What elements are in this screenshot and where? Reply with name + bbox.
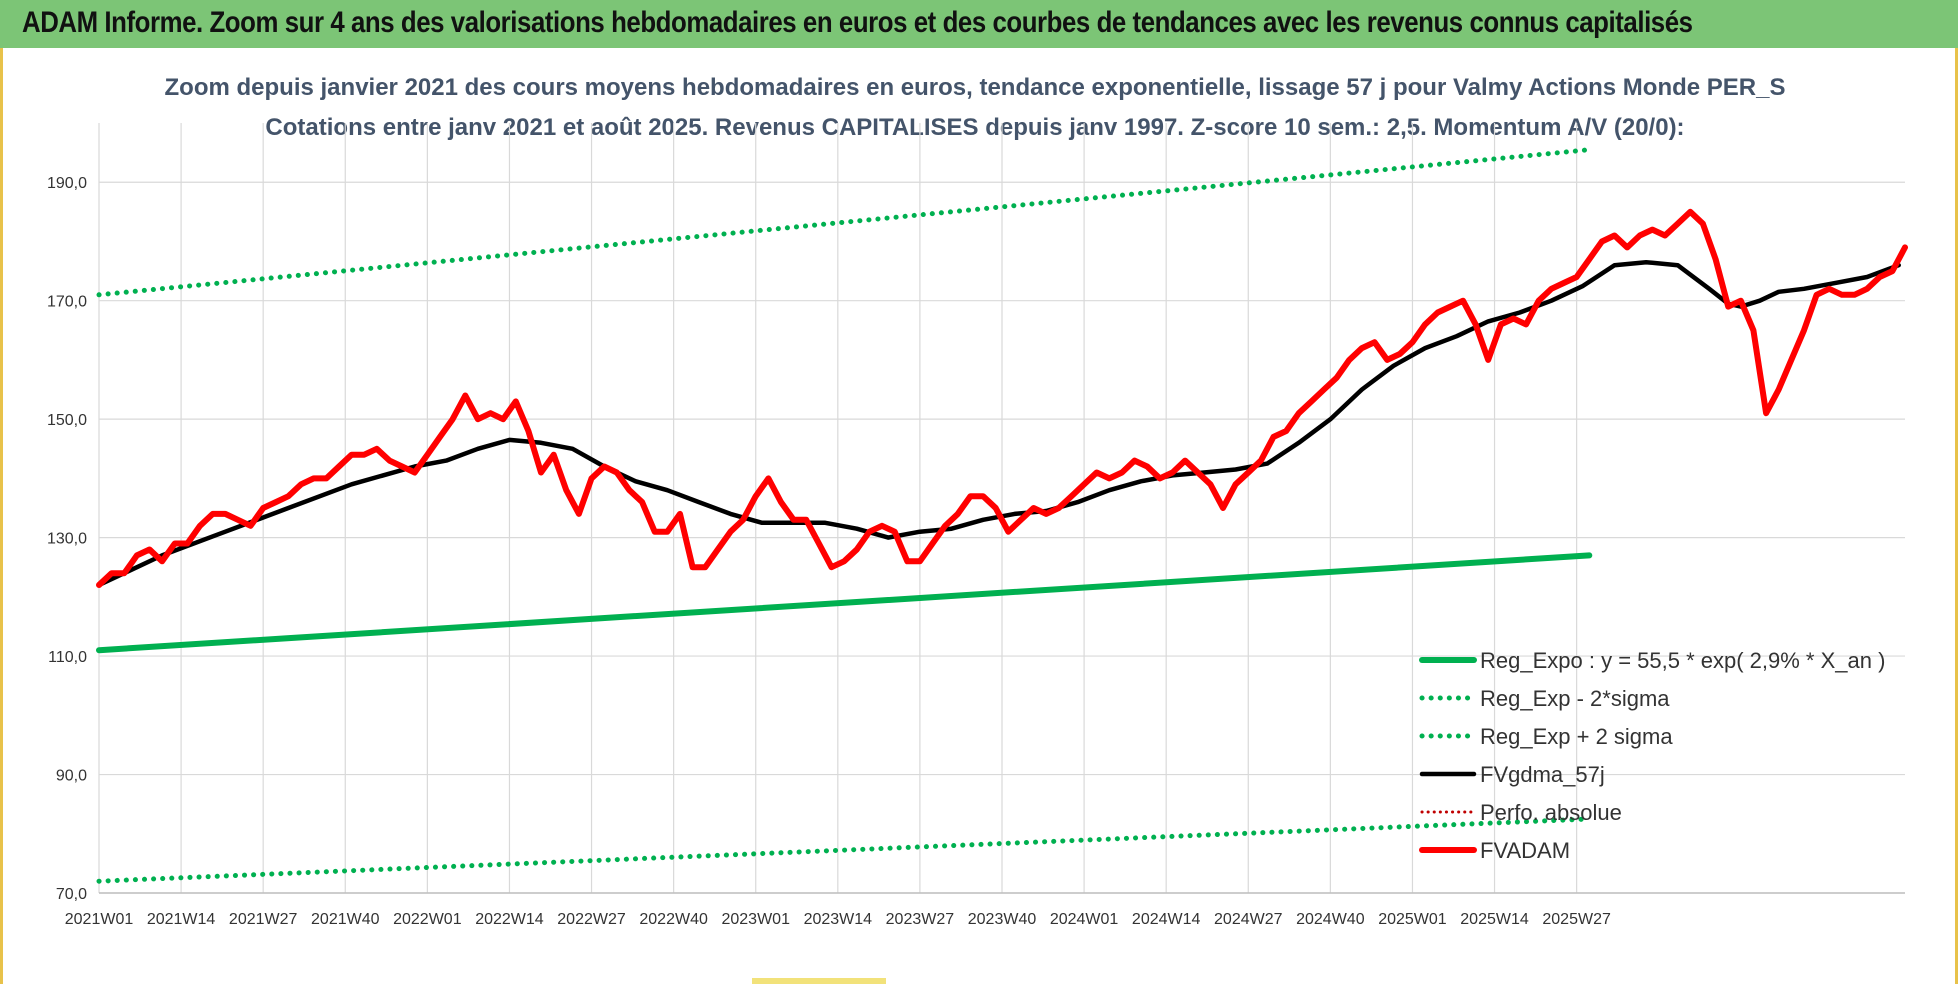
y-tick-label: 150,0: [47, 412, 87, 429]
legend-label: FVADAM: [1480, 838, 1570, 863]
chart-subtitle: Cotations entre janv 2021 et août 2025. …: [265, 114, 1684, 141]
x-tick-label: 2025W01: [1378, 911, 1447, 928]
x-tick-label: 2024W01: [1050, 911, 1119, 928]
x-tick-label: 2022W40: [639, 911, 708, 928]
y-tick-label: 90,0: [56, 768, 87, 785]
x-tick-label: 2024W40: [1296, 911, 1365, 928]
y-tick-label: 190,0: [47, 175, 87, 192]
x-tick-label: 2023W01: [721, 911, 790, 928]
x-tick-label: 2025W14: [1460, 911, 1529, 928]
axes: 70,0 90,0 110,0 130,0 150,0 170,0 190,0 2021W01…: [47, 175, 1905, 928]
y-tick-label: 110,0: [48, 649, 87, 666]
grid: [98, 123, 1905, 894]
x-tick-label: 2022W27: [557, 911, 626, 928]
x-tick-label: 2023W14: [804, 911, 873, 928]
x-tick-label: 2024W27: [1214, 911, 1283, 928]
chart-svg: Zoom depuis janvier 2021 des cours moyen…: [4, 48, 1954, 984]
x-tick-label: 2023W40: [968, 911, 1037, 928]
x-tick-label: 2021W40: [311, 911, 380, 928]
x-tick-label: 2024W14: [1132, 911, 1201, 928]
legend-label: Perfo. absolue: [1480, 800, 1622, 825]
legend-label: Reg_Expo : y = 55,5 * exp( 2,9% * X_an ): [1480, 648, 1885, 673]
series-line-fvgdma-57j: [96, 259, 1901, 588]
x-tick-label: 2022W14: [475, 911, 544, 928]
legend-label: Reg_Exp - 2*sigma: [1480, 686, 1670, 711]
x-tick-label: 2023W27: [886, 911, 955, 928]
y-tick-label: 170,0: [47, 294, 87, 311]
y-tick-label: 70,0: [56, 886, 87, 903]
legend: Reg_Expo : y = 55,5 * exp( 2,9% * X_an )…: [1419, 648, 1885, 863]
series-line-reg-exp-2-sigma: [96, 147, 1592, 298]
x-tick-label: 2021W14: [147, 911, 216, 928]
report-header-bar: ADAM Informe. Zoom sur 4 ans des valoris…: [0, 0, 1958, 48]
y-tick-label: 130,0: [47, 531, 87, 548]
x-tick-label: 2022W01: [393, 911, 462, 928]
x-tick-label: 2021W27: [229, 911, 298, 928]
series-line-fvadam: [96, 208, 1908, 588]
x-tick-label: 2021W01: [65, 911, 134, 928]
report-title: ADAM Informe. Zoom sur 4 ans des valoris…: [22, 6, 1693, 39]
chart-background: [4, 48, 1954, 984]
chart-frame: [0, 48, 1958, 984]
x-tick-label: 2025W27: [1542, 911, 1611, 928]
chart-title: Zoom depuis janvier 2021 des cours moyen…: [165, 74, 1786, 101]
bottom-highlight-bar: [752, 978, 886, 984]
series-layer: [96, 147, 1908, 884]
legend-label: FVgdma_57j: [1480, 762, 1605, 787]
series-line-reg-expo-y-55-5-exp-2-9-x-an: [96, 552, 1593, 654]
series-line-reg-exp-2-sigma: [96, 816, 1592, 884]
legend-label: Reg_Exp + 2 sigma: [1480, 724, 1673, 749]
